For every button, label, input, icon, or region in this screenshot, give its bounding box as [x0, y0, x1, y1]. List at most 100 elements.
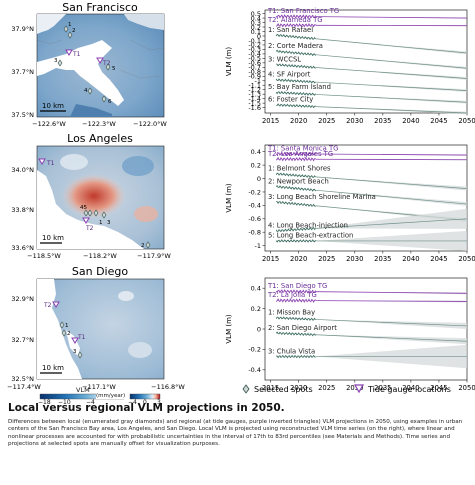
series-label: T1: San Diego TG — [267, 282, 327, 290]
spot-marker — [101, 95, 107, 103]
x-tick-label: 2025 — [318, 255, 335, 263]
series-projection — [315, 67, 468, 79]
lat-tick: 37.7°N — [11, 68, 34, 76]
x-tick-label: 2015 — [262, 255, 279, 263]
series-projection — [315, 319, 468, 327]
y-tick-label: 0 — [257, 32, 261, 40]
lon-tick: −118.5°W — [27, 252, 61, 260]
spot-marker — [145, 241, 151, 249]
spot-label: 6 — [108, 99, 112, 105]
series-label: 3: WCCSL — [268, 55, 301, 63]
spot-marker — [101, 211, 107, 219]
map-san-diego: San Diego 32.9°N 32.7°N 32.5°N −117.4°W … — [7, 265, 185, 391]
legend-spots-label: Selected spots — [254, 385, 313, 394]
y-tick-label: 0.4 — [251, 285, 261, 293]
series-timeseries — [275, 331, 316, 337]
spot-label: 3 — [54, 58, 58, 64]
spot-marker — [93, 209, 99, 217]
y-tick-label: -0.6 — [248, 59, 261, 67]
x-tick-label: 2030 — [346, 117, 363, 125]
tide-gauge-marker — [96, 57, 104, 64]
map-title: San Diego — [72, 265, 128, 278]
series-projection — [315, 300, 468, 302]
y-tick-label: -0.8 — [248, 229, 261, 237]
spot-label: 1 — [68, 22, 72, 28]
spot-marker — [87, 209, 93, 217]
series-label: 5: Long Beach-extraction — [268, 232, 353, 240]
lon-tick: −118.2°W — [83, 252, 117, 260]
uncertainty-band — [315, 208, 467, 229]
tide-gauge-marker — [52, 301, 60, 308]
spot-label: 2 — [72, 28, 76, 34]
uncertainty-band — [315, 334, 467, 345]
colorbar — [39, 393, 161, 400]
spot-marker — [87, 87, 93, 95]
series-timeseries — [275, 78, 316, 84]
series-timeseries — [275, 151, 316, 157]
series-timeseries — [275, 239, 316, 243]
uncertainty-band — [315, 176, 467, 191]
series-timeseries — [275, 289, 316, 294]
y-tick-label: 0 — [257, 175, 261, 183]
y-tick-label: -1.2 — [248, 86, 261, 94]
lon-tick: −116.8°W — [151, 383, 185, 391]
y-tick-label: -0.2 — [248, 41, 261, 49]
series-projection — [315, 16, 468, 19]
gauge-label: T2 — [85, 225, 94, 232]
series-label: T2: Alameda TG — [267, 16, 323, 24]
gauge-label: T2 — [43, 302, 52, 309]
gauge-label: T1 — [77, 334, 86, 341]
y-tick-label: -1.1 — [248, 82, 261, 90]
series-label: 2: Corte Madera — [268, 42, 323, 50]
x-tick-label: 2020 — [290, 384, 307, 392]
x-tick-label: 2025 — [318, 117, 335, 125]
series-timeseries — [275, 156, 316, 162]
spot-marker — [77, 351, 83, 359]
gauge-label: T2 — [102, 60, 111, 67]
chart-san-diego: 0.4 0.2 0 -0.2 -0.4 2015 2020 2025 2030 2035 2040 2… — [225, 277, 475, 392]
y-tick-label: 0.2 — [251, 161, 261, 169]
map-los-angeles: Los Angeles 34.0°N 33.8°N 33.6°N −118.5°… — [11, 132, 171, 260]
series-label: 2: San Diego Airport — [268, 324, 337, 332]
x-tick-label: 2020 — [290, 255, 307, 263]
series-timeseries — [275, 33, 316, 40]
spot-label: 1 — [99, 220, 103, 226]
lon-tick: −117.9°W — [137, 252, 171, 260]
lat-tick: 33.8°N — [11, 206, 34, 214]
uncertainty-band — [315, 94, 467, 104]
series-projection — [315, 218, 468, 229]
y-axis-label: VLM (m) — [225, 183, 233, 213]
series-projection — [315, 176, 468, 189]
spot-label: 45 — [80, 205, 87, 211]
spot-label: 2 — [141, 243, 145, 249]
y-tick-label: 0.1 — [251, 28, 261, 36]
series-label: 2: Newport Beach — [268, 177, 329, 185]
y-tick-label: 0.2 — [251, 305, 261, 313]
series-label: 3: Chula Vista — [268, 347, 315, 355]
spot-label: 5 — [112, 66, 116, 72]
series-label: 1: San Rafael — [268, 26, 313, 34]
map-title: Los Angeles — [67, 132, 133, 145]
y-tick-label: 0.5 — [251, 10, 261, 18]
y-tick-label: -1.4 — [248, 95, 261, 103]
gauge-label: T1 — [72, 51, 81, 58]
lat-tick: 32.9°N — [11, 295, 34, 303]
lon-tick: −122.0°W — [133, 120, 167, 128]
tide-gauge-marker — [82, 217, 90, 224]
spot-label: 4 — [84, 88, 88, 94]
y-tick-label: -0.8 — [248, 68, 261, 76]
plot-area — [264, 9, 468, 114]
x-tick-label: 2040 — [402, 384, 419, 392]
series-timeseries — [275, 184, 316, 192]
y-tick-label: 0 — [257, 325, 261, 333]
y-tick-label: -0.7 — [248, 64, 261, 72]
x-tick-label: 2040 — [402, 117, 419, 125]
spot-marker — [61, 329, 67, 337]
spot-marker — [105, 63, 111, 71]
y-tick-label: -0.2 — [248, 346, 261, 354]
series-label: T2: Los Angeles TG — [267, 150, 333, 158]
spot-marker — [83, 209, 89, 217]
x-tick-label: 2035 — [374, 384, 391, 392]
caption-title: Local versus regional VLM projections in… — [8, 402, 285, 414]
